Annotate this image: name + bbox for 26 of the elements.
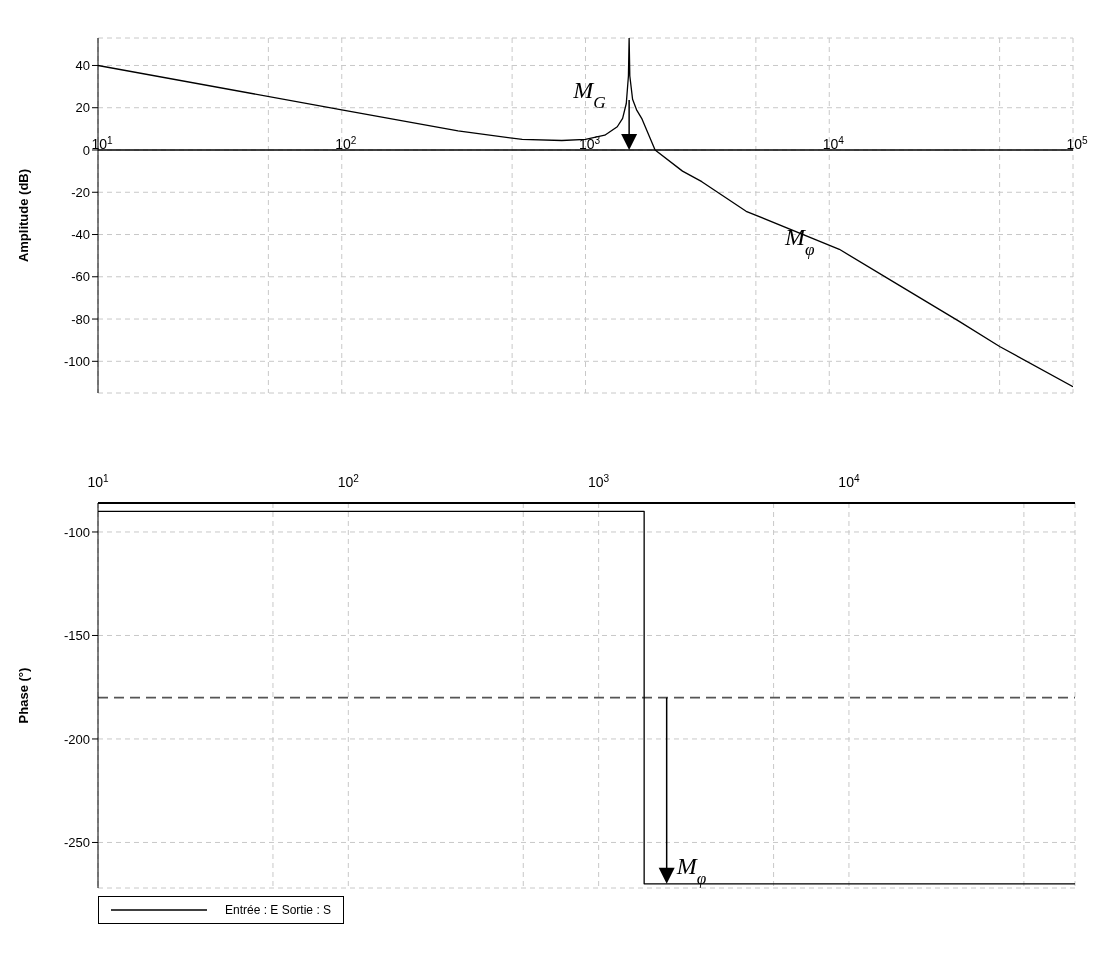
annotation: M$_{G}$ [572, 76, 607, 112]
y-tick-label: -150 [63, 628, 90, 644]
y-tick-label: 40 [75, 58, 90, 74]
x-tick-label: 10$^{1}$ [87, 472, 109, 490]
y-axis-title: Amplitude (dB) [15, 168, 31, 263]
y-tick-label: -40 [71, 227, 90, 243]
x-tick-label: 10$^{2}$ [337, 472, 360, 490]
y-tick-label: 20 [75, 100, 90, 116]
x-tick-label: 10$^{4}$ [822, 134, 845, 152]
y-tick-label: -20 [71, 184, 90, 200]
y-tick-label: -60 [71, 269, 90, 285]
text: Entrée : E Sortie : S [225, 903, 332, 917]
y-axis-title: Phase (°) [15, 667, 31, 724]
x-tick-label: 10$^{5}$ [1066, 134, 1088, 152]
annotation: M$_{φ}$ [675, 852, 707, 888]
y-tick-label: -200 [63, 731, 90, 747]
y-tick-label: -100 [63, 353, 90, 369]
y-tick-label: -100 [63, 524, 90, 540]
x-tick-label: 10$^{1}$ [91, 134, 113, 152]
y-tick-label: -80 [71, 311, 90, 327]
x-tick-label: 10$^{3}$ [588, 472, 610, 490]
x-tick-label: 10$^{2}$ [335, 134, 357, 152]
y-tick-label: 0 [82, 142, 90, 158]
x-tick-label: 10$^{4}$ [838, 472, 860, 490]
annotation: M$_{φ}$ [784, 224, 815, 259]
y-tick-label: -250 [63, 835, 90, 851]
